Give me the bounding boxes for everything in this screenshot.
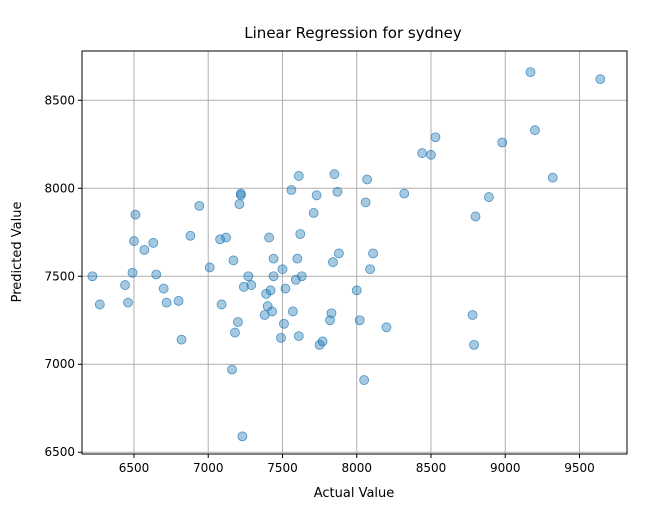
data-point bbox=[267, 306, 277, 317]
data-point bbox=[237, 431, 248, 442]
y-tick-label: 7500 bbox=[44, 269, 75, 283]
data-point bbox=[215, 234, 226, 245]
x-tick-label: 8000 bbox=[341, 461, 372, 475]
data-point bbox=[547, 172, 558, 183]
data-point bbox=[525, 67, 536, 78]
data-point bbox=[268, 271, 279, 282]
data-point bbox=[329, 169, 340, 180]
data-point bbox=[292, 253, 303, 264]
data-point bbox=[185, 230, 196, 241]
data-point bbox=[399, 188, 410, 199]
data-point bbox=[293, 171, 304, 181]
data-point bbox=[430, 132, 441, 143]
data-point bbox=[311, 190, 322, 201]
data-point bbox=[238, 281, 249, 292]
data-point bbox=[328, 257, 338, 268]
data-point bbox=[359, 375, 370, 385]
x-axis-ticks: 6500 7000 7500 8000 8500 9000 9500 bbox=[119, 454, 595, 475]
data-point bbox=[204, 262, 215, 273]
data-point bbox=[194, 200, 205, 211]
data-point bbox=[158, 283, 169, 294]
data-point bbox=[381, 322, 392, 333]
data-point bbox=[221, 232, 231, 243]
data-point bbox=[467, 310, 478, 320]
data-point bbox=[368, 248, 378, 259]
x-tick-label: 8500 bbox=[416, 461, 447, 475]
x-tick-label: 9500 bbox=[564, 461, 595, 475]
data-point bbox=[469, 339, 479, 350]
y-tick-label: 8000 bbox=[44, 181, 75, 195]
grid-lines bbox=[82, 51, 627, 454]
data-point bbox=[277, 264, 288, 275]
x-axis-label: Actual Value bbox=[314, 486, 395, 501]
data-point bbox=[161, 297, 172, 308]
data-point bbox=[595, 74, 606, 85]
data-point bbox=[290, 274, 301, 285]
data-point bbox=[276, 332, 286, 343]
data-point bbox=[123, 297, 133, 308]
data-point bbox=[308, 208, 319, 218]
x-tick-label: 6500 bbox=[119, 461, 150, 475]
data-point bbox=[151, 269, 162, 280]
plot-frame bbox=[81, 50, 628, 455]
data-points bbox=[87, 67, 606, 442]
data-point bbox=[264, 232, 275, 243]
x-tick-label: 9000 bbox=[490, 461, 521, 475]
data-point bbox=[233, 317, 243, 327]
data-point bbox=[280, 283, 291, 294]
data-point bbox=[234, 199, 245, 210]
data-point bbox=[286, 185, 297, 195]
data-point bbox=[227, 364, 237, 375]
data-point bbox=[246, 280, 257, 290]
data-point bbox=[365, 264, 375, 275]
data-point bbox=[173, 295, 184, 306]
data-point bbox=[216, 299, 227, 310]
data-point bbox=[326, 308, 337, 319]
data-point bbox=[230, 327, 240, 338]
data-point bbox=[87, 271, 98, 282]
data-point bbox=[362, 174, 373, 185]
chart-title: Linear Regression for sydney bbox=[244, 24, 462, 42]
data-point bbox=[354, 315, 365, 326]
data-point bbox=[279, 318, 289, 329]
data-point bbox=[470, 211, 481, 222]
y-tick-label: 6500 bbox=[44, 445, 75, 459]
data-point bbox=[334, 248, 344, 259]
x-tick-label: 7000 bbox=[193, 461, 224, 475]
data-point bbox=[148, 237, 159, 248]
data-point bbox=[228, 255, 239, 266]
data-point bbox=[130, 209, 141, 220]
data-point bbox=[129, 236, 139, 246]
x-tick-label: 7500 bbox=[267, 461, 298, 475]
data-point bbox=[265, 285, 276, 296]
data-point bbox=[287, 306, 298, 317]
y-tick-label: 8500 bbox=[44, 93, 75, 107]
data-point bbox=[268, 253, 279, 264]
data-point bbox=[120, 280, 130, 290]
data-point bbox=[94, 299, 105, 310]
data-point bbox=[293, 331, 304, 341]
data-point bbox=[483, 192, 494, 202]
y-axis-label: Predicted Value bbox=[10, 202, 25, 303]
data-point bbox=[497, 137, 508, 148]
y-tick-label: 7000 bbox=[44, 357, 75, 371]
data-point bbox=[426, 149, 436, 160]
data-point bbox=[295, 229, 306, 239]
y-axis-ticks: 6500 7000 7500 8000 8500 bbox=[44, 93, 82, 459]
data-point bbox=[176, 334, 187, 345]
data-point bbox=[530, 125, 540, 136]
data-point bbox=[360, 197, 371, 208]
data-point bbox=[235, 190, 246, 201]
data-point bbox=[139, 244, 150, 255]
data-point bbox=[332, 186, 343, 197]
data-point bbox=[351, 285, 362, 296]
data-point bbox=[127, 267, 138, 278]
data-point bbox=[417, 148, 427, 158]
data-point bbox=[317, 336, 328, 347]
data-point bbox=[243, 271, 254, 282]
data-point bbox=[296, 271, 307, 282]
